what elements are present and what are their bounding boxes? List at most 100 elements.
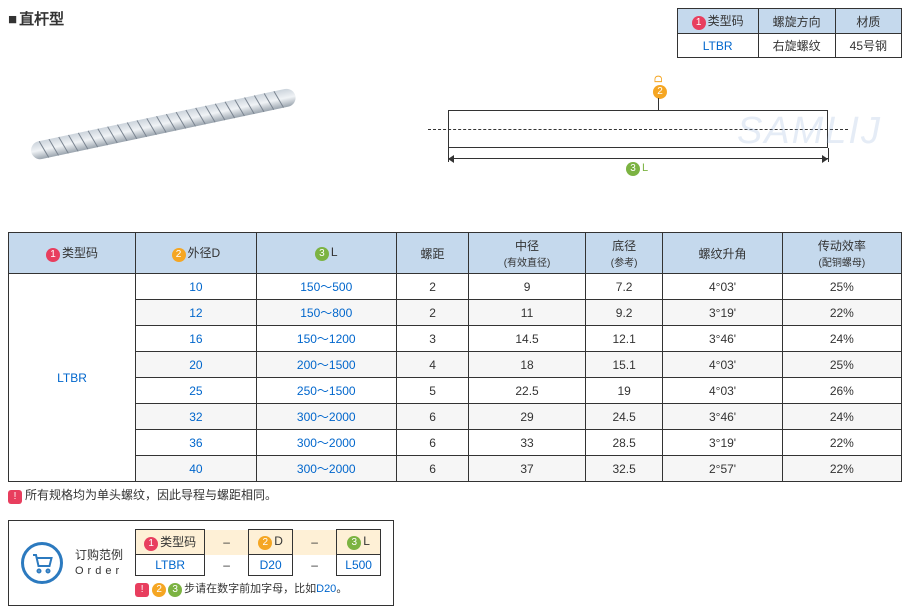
badge-2-icon: 2 <box>653 85 667 99</box>
table-cell: 32.5 <box>585 456 663 482</box>
table-cell: 16 <box>136 326 257 352</box>
table-cell: 4°03' <box>663 352 782 378</box>
dim-d-label: D <box>653 75 665 83</box>
table-cell: 14.5 <box>469 326 586 352</box>
top-header-2: 材质 <box>835 9 901 34</box>
table-cell: 9.2 <box>585 300 663 326</box>
table-row: 40300～200063732.52°57'22% <box>9 456 902 482</box>
table-cell: 3°46' <box>663 326 782 352</box>
table-row: 36300～200063328.53°19'22% <box>9 430 902 456</box>
table-row: 32300～200062924.53°46'24% <box>9 404 902 430</box>
table-cell: 2 <box>396 274 468 300</box>
table-cell: 250～1500 <box>256 378 396 404</box>
table-cell: 4 <box>396 352 468 378</box>
table-cell: 40 <box>136 456 257 482</box>
badge-3-icon: 3 <box>626 162 640 176</box>
tip-icon: ! <box>8 490 22 504</box>
spec-table: 1类型码2外径D3L螺距中径(有效直径)底径(参考)螺纹升角传动效率(配铜螺母)… <box>8 232 902 482</box>
table-cell: 3°19' <box>663 430 782 456</box>
table-cell: 12 <box>136 300 257 326</box>
table-header: 底径(参考) <box>585 233 663 274</box>
table-header: 中径(有效直径) <box>469 233 586 274</box>
table-cell: 32 <box>136 404 257 430</box>
table-cell: 22% <box>782 430 901 456</box>
top-cell-0: LTBR <box>677 34 758 58</box>
order-value-cell: D20 <box>249 555 293 576</box>
table-cell: 4°03' <box>663 378 782 404</box>
table-header: 螺距 <box>396 233 468 274</box>
table-cell: 6 <box>396 404 468 430</box>
table-cell: 36 <box>136 430 257 456</box>
table-cell: 24.5 <box>585 404 663 430</box>
table-cell: 5 <box>396 378 468 404</box>
table-row: 20200～150041815.14°03'25% <box>9 352 902 378</box>
table-cell: 18 <box>469 352 586 378</box>
table-cell: 150～800 <box>256 300 396 326</box>
table-cell: 28.5 <box>585 430 663 456</box>
table-header: 螺纹升角 <box>663 233 782 274</box>
table-header: 2外径D <box>136 233 257 274</box>
order-note: !23步请在数字前加字母，比如D20。 <box>135 580 381 597</box>
top-spec-table: 1类型码 螺旋方向 材质 LTBR 右旋螺纹 45号钢 <box>677 8 902 58</box>
table-cell: 22.5 <box>469 378 586 404</box>
top-header-0: 类型码 <box>708 14 744 28</box>
footnote: !所有规格均为单头螺纹，因此导程与螺距相同。 <box>8 486 902 504</box>
table-cell: 300～2000 <box>256 456 396 482</box>
table-cell: 9 <box>469 274 586 300</box>
table-cell: 2 <box>396 300 468 326</box>
table-cell: 11 <box>469 300 586 326</box>
order-value-cell: LTBR <box>136 555 205 576</box>
table-cell: 25% <box>782 352 901 378</box>
product-image-area <box>8 62 368 212</box>
type-code-cell: LTBR <box>9 274 136 482</box>
order-example-box: 订购范例 Order 1类型码–2D–3L LTBR–D20–L500 !23步… <box>8 520 394 606</box>
table-cell: 19 <box>585 378 663 404</box>
table-header: 1类型码 <box>9 233 136 274</box>
page-title: 直杆型 <box>8 8 64 29</box>
table-cell: 15.1 <box>585 352 663 378</box>
table-row: LTBR10150～500297.24°03'25% <box>9 274 902 300</box>
table-cell: 3°19' <box>663 300 782 326</box>
table-cell: 25 <box>136 378 257 404</box>
table-cell: 20 <box>136 352 257 378</box>
table-cell: 7.2 <box>585 274 663 300</box>
table-cell: 10 <box>136 274 257 300</box>
cart-icon <box>21 542 63 584</box>
table-cell: 29 <box>469 404 586 430</box>
footnote-text: 所有规格均为单头螺纹，因此导程与螺距相同。 <box>25 488 277 502</box>
table-cell: 22% <box>782 456 901 482</box>
top-cell-1: 右旋螺纹 <box>758 34 835 58</box>
table-cell: 6 <box>396 456 468 482</box>
order-header-cell: 1类型码 <box>136 530 205 555</box>
table-cell: 150～500 <box>256 274 396 300</box>
screw-illustration <box>18 82 318 162</box>
table-header: 3L <box>256 233 396 274</box>
order-value-cell: L500 <box>337 555 381 576</box>
table-cell: 12.1 <box>585 326 663 352</box>
table-cell: 37 <box>469 456 586 482</box>
order-label-en: Order <box>75 564 123 578</box>
table-row: 12150～8002119.23°19'22% <box>9 300 902 326</box>
table-cell: 33 <box>469 430 586 456</box>
table-row: 25250～1500522.5194°03'26% <box>9 378 902 404</box>
table-cell: 25% <box>782 274 901 300</box>
dim-l-label: L <box>642 162 648 174</box>
order-header-cell: 3L <box>337 530 381 555</box>
order-label: 订购范例 Order <box>75 548 123 578</box>
table-cell: 3°46' <box>663 404 782 430</box>
dimension-diagram: 2D 3L SAMLIJ <box>408 70 902 180</box>
table-header: 传动效率(配铜螺母) <box>782 233 901 274</box>
order-label-cn: 订购范例 <box>75 548 123 564</box>
table-cell: 200～1500 <box>256 352 396 378</box>
table-cell: 24% <box>782 326 901 352</box>
table-cell: 3 <box>396 326 468 352</box>
table-cell: 6 <box>396 430 468 456</box>
table-cell: 300～2000 <box>256 404 396 430</box>
badge-1-icon: 1 <box>692 16 706 30</box>
order-header-cell: 2D <box>249 530 293 555</box>
table-cell: 22% <box>782 300 901 326</box>
table-cell: 26% <box>782 378 901 404</box>
table-cell: 150～1200 <box>256 326 396 352</box>
table-cell: 24% <box>782 404 901 430</box>
table-row: 16150～1200314.512.13°46'24% <box>9 326 902 352</box>
